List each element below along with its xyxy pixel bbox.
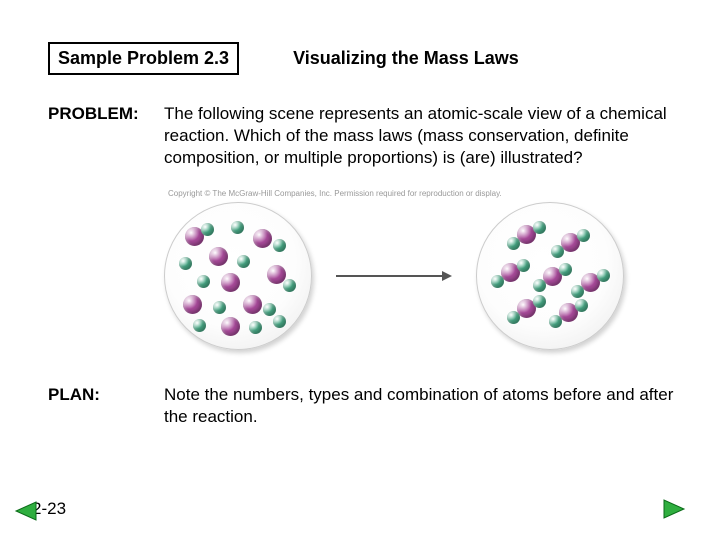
problem-row: PROBLEM: The following scene represents … [48,103,684,169]
green-atom [507,311,520,324]
green-atom [273,315,286,328]
green-atom [533,279,546,292]
purple-atom [221,317,240,336]
nav-prev-icon[interactable] [12,500,40,522]
green-atom [507,237,520,250]
purple-atom [183,295,202,314]
footer: 2-23 [32,498,688,520]
green-atom [213,301,226,314]
purple-atom [253,229,272,248]
green-atom [549,315,562,328]
purple-atom [243,295,262,314]
slide: Sample Problem 2.3 Visualizing the Mass … [0,0,720,540]
green-atom [575,299,588,312]
green-atom [551,245,564,258]
figure-copyright: Copyright © The McGraw-Hill Companies, I… [168,189,684,198]
purple-atom [209,247,228,266]
sample-problem-box: Sample Problem 2.3 [48,42,239,75]
problem-label: PROBLEM: [48,103,164,169]
reaction-arrow-icon [334,266,454,286]
figure-content [164,202,684,350]
green-atom [249,321,262,334]
nav-next-icon[interactable] [660,498,688,520]
green-atom [533,221,546,234]
green-atom [237,255,250,268]
green-atom [193,319,206,332]
header-row: Sample Problem 2.3 Visualizing the Mass … [48,42,684,75]
green-atom [491,275,504,288]
slide-title: Visualizing the Mass Laws [293,48,519,69]
green-atom [577,229,590,242]
reactants-circle [164,202,312,350]
green-atom [597,269,610,282]
green-atom [231,221,244,234]
green-atom [273,239,286,252]
green-atom [517,259,530,272]
green-atom [533,295,546,308]
products-circle [476,202,624,350]
green-atom [197,275,210,288]
plan-label: PLAN: [48,384,164,428]
green-atom [263,303,276,316]
green-atom [559,263,572,276]
problem-text: The following scene represents an atomic… [164,103,684,169]
green-atom [283,279,296,292]
green-atom [571,285,584,298]
purple-atom [221,273,240,292]
plan-text: Note the numbers, types and combination … [164,384,684,428]
plan-row: PLAN: Note the numbers, types and combin… [48,384,684,428]
green-atom [201,223,214,236]
figure: Copyright © The McGraw-Hill Companies, I… [164,189,684,350]
green-atom [179,257,192,270]
